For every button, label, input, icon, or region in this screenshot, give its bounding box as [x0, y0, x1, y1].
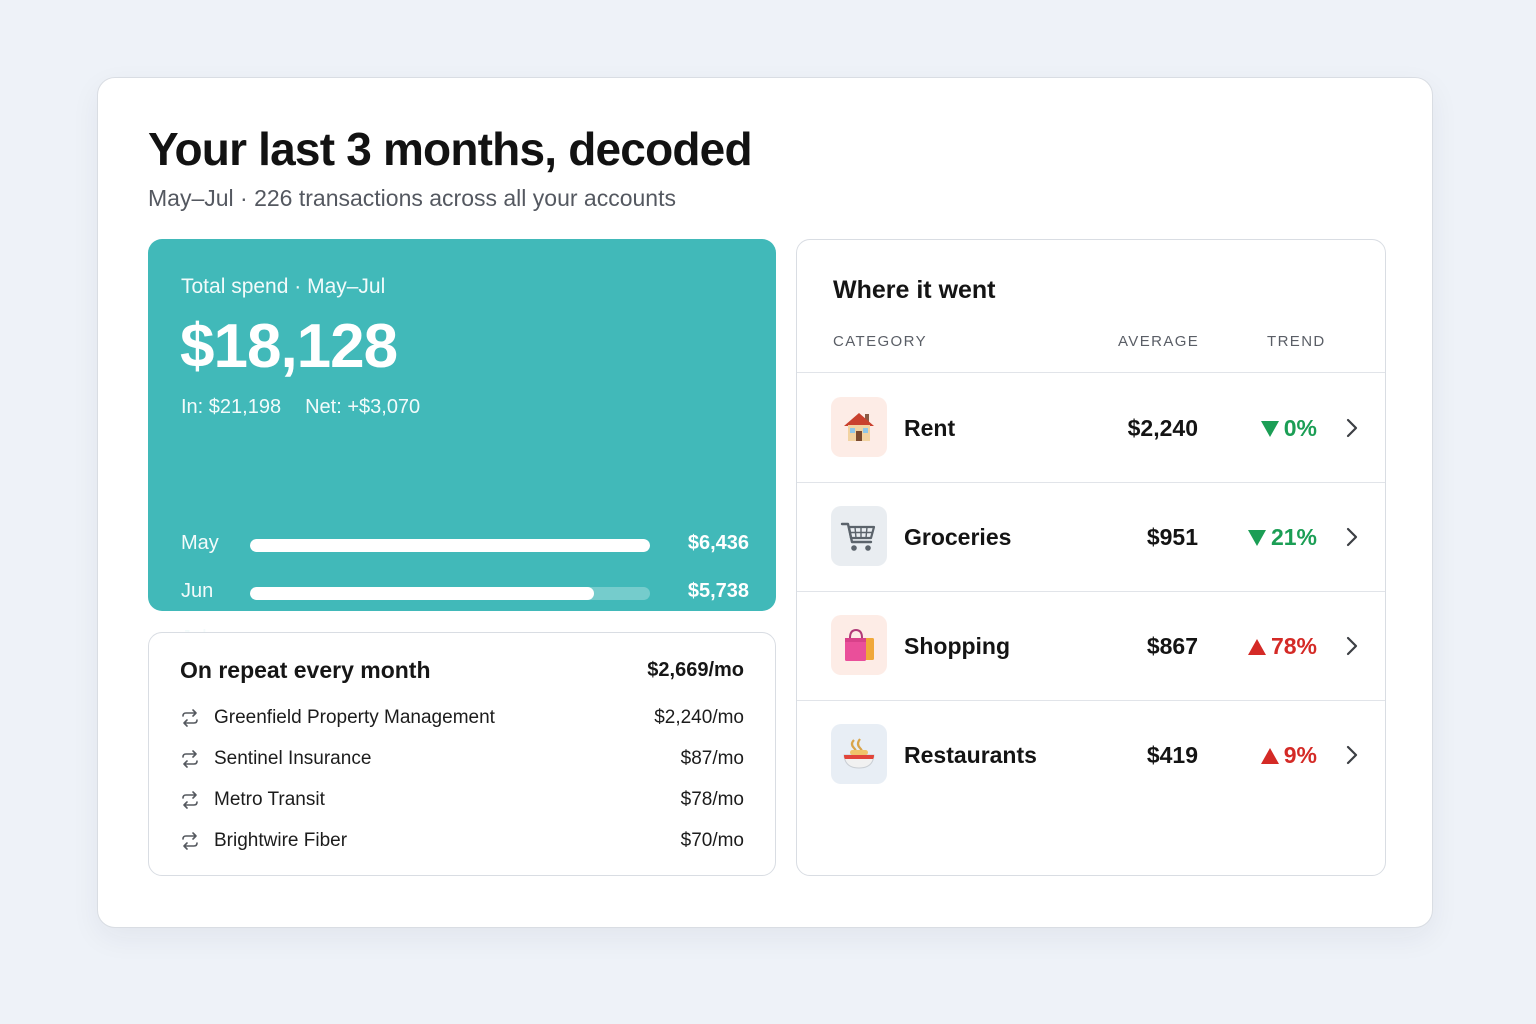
month-bar-track — [250, 539, 650, 552]
month-row-may: May $6,436 — [181, 530, 749, 558]
category-trend: 9% — [1260, 742, 1317, 769]
shopping-bags-icon — [831, 615, 887, 675]
month-name: Jun — [181, 580, 214, 602]
income-amount: In: $21,198 — [181, 396, 282, 418]
category-row-restaurants[interactable]: Restaurants $419 9% — [797, 700, 1385, 809]
trend-up-icon — [1247, 638, 1266, 655]
recurring-item[interactable]: Metro Transit $78/mo — [180, 788, 744, 814]
category-trend: 0% — [1260, 415, 1317, 442]
decoded-card: Your last 3 months, decoded May–Jul · 22… — [97, 77, 1433, 928]
trend-value: 9% — [1283, 742, 1317, 768]
trend-down-icon — [1260, 420, 1279, 437]
month-amount: $5,738 — [687, 580, 749, 602]
category-name: Restaurants — [904, 742, 1037, 768]
recurring-amount: $87/mo — [680, 748, 744, 769]
month-amount: $6,436 — [687, 532, 749, 554]
total-spend-panel: Total spend · May–Jul $18,128 In: $21,19… — [148, 239, 776, 649]
page-subtitle: May–Jul · 226 transactions across all yo… — [148, 185, 676, 211]
recurring-item[interactable]: Sentinel Insurance $87/mo — [180, 747, 744, 773]
recurring-amount: $78/mo — [680, 789, 744, 810]
category-name: Rent — [904, 415, 956, 441]
category-average: $867 — [1146, 633, 1198, 659]
trend-value: 0% — [1283, 415, 1317, 441]
recurring-item[interactable]: Greenfield Property Management $2,240/mo — [180, 706, 744, 732]
recurring-panel: On repeat every month $2,669/mo Greenfie… — [148, 632, 776, 876]
repeat-icon — [182, 750, 198, 768]
category-average: $419 — [1146, 742, 1198, 768]
month-bar-fill — [250, 539, 650, 552]
noodle-bowl-icon — [831, 724, 887, 784]
category-row-groceries[interactable]: Groceries $951 21% — [797, 482, 1385, 592]
chevron-right-icon — [1346, 527, 1358, 547]
recurring-item[interactable]: Brightwire Fiber $70/mo — [180, 829, 744, 855]
chevron-right-icon — [1346, 418, 1358, 438]
total-spend-label: Total spend · May–Jul — [181, 275, 386, 298]
trend-value: 21% — [1270, 524, 1317, 550]
categories-panel: Where it went CATEGORY AVERAGE TREND Ren… — [796, 239, 1386, 876]
month-row-jun: Jun $5,738 — [181, 578, 749, 606]
recurring-amount: $70/mo — [680, 830, 744, 851]
recurring-merchant: Brightwire Fiber — [214, 830, 348, 851]
category-row-rent[interactable]: Rent $2,240 0% — [797, 373, 1385, 483]
repeat-icon — [182, 709, 198, 727]
recurring-title: On repeat every month — [180, 657, 431, 683]
recurring-total: $2,669/mo — [647, 659, 744, 681]
chevron-right-icon — [1346, 636, 1358, 656]
repeat-icon — [182, 791, 198, 809]
column-header-trend: TREND — [1267, 333, 1326, 350]
trend-up-icon — [1260, 747, 1279, 764]
column-header-category: CATEGORY — [833, 333, 927, 350]
net-amount: Net: +$3,070 — [305, 396, 421, 418]
category-trend: 21% — [1247, 524, 1317, 551]
month-bar-track — [250, 587, 650, 600]
column-header-average: AVERAGE — [1118, 333, 1200, 350]
recurring-merchant: Metro Transit — [214, 789, 325, 810]
shopping-cart-icon — [831, 506, 887, 566]
recurring-merchant: Greenfield Property Management — [214, 707, 495, 728]
recurring-amount: $2,240/mo — [654, 707, 744, 728]
income-net-row: In: $21,198 Net: +$3,070 — [181, 396, 420, 419]
category-trend: 78% — [1247, 633, 1317, 660]
category-name: Shopping — [904, 633, 1011, 659]
page-title: Your last 3 months, decoded — [148, 123, 753, 175]
month-bar-fill — [250, 587, 594, 600]
category-average: $2,240 — [1127, 415, 1198, 441]
trend-value: 78% — [1270, 633, 1317, 659]
total-spend-amount: $18,128 — [180, 312, 398, 381]
category-average: $951 — [1146, 524, 1198, 550]
trend-down-icon — [1247, 529, 1266, 546]
house-icon — [831, 397, 887, 457]
category-row-shopping[interactable]: Shopping $867 78% — [797, 591, 1385, 701]
repeat-icon — [182, 832, 198, 850]
header-divider — [797, 372, 1385, 373]
chevron-right-icon — [1346, 745, 1358, 765]
recurring-merchant: Sentinel Insurance — [214, 748, 372, 769]
categories-title: Where it went — [833, 276, 996, 304]
month-name: May — [181, 532, 219, 554]
category-name: Groceries — [904, 524, 1012, 550]
